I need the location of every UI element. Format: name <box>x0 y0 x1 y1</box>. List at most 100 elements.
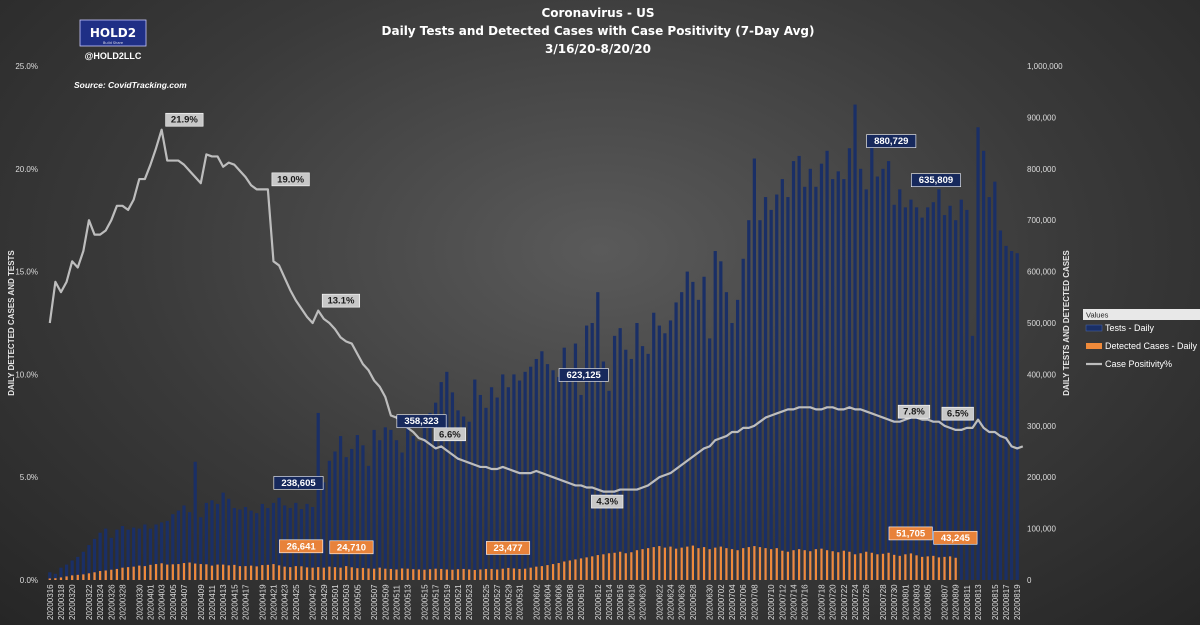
tests-bars <box>48 104 1019 581</box>
y-right-tick-label: 900,000 <box>1027 113 1056 122</box>
data-label-box <box>273 476 324 490</box>
cases-bar <box>943 556 946 580</box>
cases-bar <box>149 564 152 580</box>
x-tick-label: 20200501 <box>331 584 340 620</box>
cases-bar <box>837 552 840 580</box>
tests-bar <box>81 551 85 580</box>
data-label: 635,809 <box>919 175 953 186</box>
tests-bar <box>954 220 958 580</box>
cases-bar <box>54 578 57 580</box>
cases-bar <box>641 549 644 580</box>
cases-bar <box>775 548 778 580</box>
data-label: 26,641 <box>287 541 317 552</box>
cases-bar <box>579 558 583 580</box>
cases-bar <box>456 569 460 580</box>
y-left-tick-label: 15.0% <box>15 268 38 277</box>
x-tick-label: 20200419 <box>258 584 267 620</box>
cases-bar <box>194 563 197 580</box>
cases-bar <box>557 563 560 580</box>
tests-bar <box>847 148 852 581</box>
cases-bar <box>143 566 146 580</box>
cases-bar <box>233 564 236 580</box>
tests-bar <box>730 323 734 580</box>
tests-bar <box>260 503 264 580</box>
tests-bar <box>215 503 220 580</box>
tests-bar <box>993 181 997 580</box>
tests-bar <box>406 425 410 580</box>
tests-bar <box>48 572 52 580</box>
tests-bar <box>109 537 113 580</box>
tests-bar <box>98 532 102 580</box>
y-axis-right: 0 100,000 200,000 300,000 400,000 500,000 600,… <box>1027 62 1063 585</box>
tests-bar <box>227 498 231 580</box>
cases-bar <box>138 565 141 580</box>
cases-bar <box>490 568 493 580</box>
x-tick-label: 20200803 <box>913 584 922 620</box>
y-right-tick-label: 800,000 <box>1027 165 1056 174</box>
x-tick-label: 20200515 <box>420 584 429 620</box>
cases-bar <box>311 567 314 580</box>
cases-bar <box>954 557 957 580</box>
tests-bar <box>456 410 460 580</box>
cases-bar <box>540 566 544 580</box>
data-label: 7.8% <box>903 407 925 418</box>
cases-bar <box>121 567 124 580</box>
tests-bar <box>523 371 527 580</box>
tests-bar <box>652 312 656 580</box>
cases-bar <box>305 567 309 580</box>
x-tick-label: 20200407 <box>180 584 189 620</box>
cases-bar <box>725 548 728 580</box>
cases-bar <box>523 568 527 580</box>
y-left-tick-label: 0.0% <box>20 576 38 585</box>
tests-bar <box>59 567 63 580</box>
tests-bar <box>87 545 91 580</box>
tests-bar <box>573 343 578 580</box>
tests-bar <box>187 512 192 580</box>
tests-bar <box>747 220 751 580</box>
x-tick-label: 20200521 <box>454 584 463 620</box>
tests-bar <box>680 292 684 580</box>
data-label-box <box>396 414 447 429</box>
cases-bar <box>848 551 851 580</box>
tests-bar <box>831 179 835 580</box>
cases-bar <box>770 549 773 580</box>
cases-bar <box>423 569 426 580</box>
x-tick-label: 20200819 <box>1013 584 1022 620</box>
x-tick-label: 20200714 <box>790 584 799 620</box>
y-axis-left: 0.0% 5.0% 10.0% 15.0% 20.0% 25.0% <box>15 62 38 585</box>
tests-bar <box>76 556 80 580</box>
cases-bar <box>389 568 393 580</box>
tests-bar <box>417 441 421 580</box>
tests-bar <box>713 251 717 581</box>
x-tick-label: 20200505 <box>353 584 362 620</box>
tests-bar <box>1004 245 1008 580</box>
tests-bar <box>674 302 678 580</box>
cases-bar <box>742 548 745 580</box>
x-tick-label: 20200628 <box>689 584 698 620</box>
y-left-tick-label: 10.0% <box>15 370 38 379</box>
tests-bar <box>875 176 880 580</box>
tests-bar <box>338 436 343 580</box>
x-tick-label: 20200730 <box>890 584 899 620</box>
tests-bar <box>467 421 471 580</box>
cases-bar <box>652 547 655 580</box>
cases-bar <box>624 553 627 580</box>
cases-bar <box>753 546 756 580</box>
tests-bar <box>998 230 1003 581</box>
cases-bar <box>462 568 465 580</box>
cases-bar <box>686 546 689 580</box>
tests-bar <box>601 361 606 580</box>
cases-bar <box>322 567 325 580</box>
cases-bar <box>110 569 113 580</box>
cases-bar <box>736 550 739 580</box>
cases-bars <box>48 545 957 580</box>
y-right-tick-label: 600,000 <box>1027 268 1056 277</box>
cases-bar <box>619 551 622 580</box>
cases-bar <box>602 554 605 580</box>
cases-bar <box>820 548 823 580</box>
cases-bar <box>210 565 214 580</box>
cases-bar <box>764 548 767 580</box>
tests-bar <box>663 333 667 580</box>
cases-bar <box>663 547 667 580</box>
tests-bar <box>506 387 510 580</box>
